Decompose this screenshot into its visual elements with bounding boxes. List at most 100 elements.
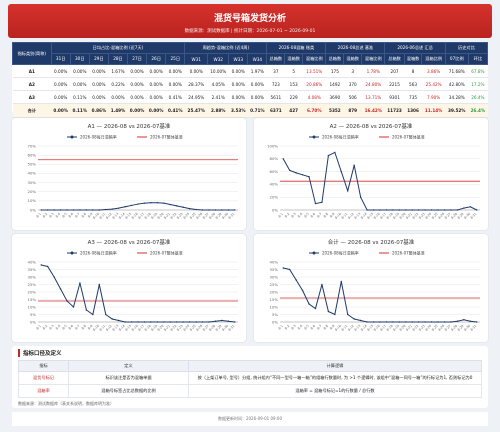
cell: 175 xyxy=(325,64,344,78)
chart-title: 合计 — 2026-08 vs 2026-07基准 xyxy=(328,238,415,246)
point xyxy=(405,209,407,211)
point xyxy=(79,209,81,211)
x-tick-label: 8-20 xyxy=(399,212,407,220)
x-tick-label: 8-27 xyxy=(202,324,210,332)
x-tick-label: 8-17 xyxy=(137,212,145,220)
point xyxy=(347,190,349,192)
column-header: 定义 xyxy=(68,360,189,372)
x-tick-label: 8-25 xyxy=(189,324,197,332)
column-header: W34 xyxy=(247,53,268,65)
cell: 71.68% xyxy=(445,64,469,78)
y-tick-label: 0% xyxy=(30,319,36,324)
corner-header: 指标类别(简称) xyxy=(12,42,52,65)
header-row: 指标 定义 计算逻辑 xyxy=(18,360,482,372)
point xyxy=(163,321,165,323)
row-label: A2 xyxy=(12,77,52,91)
cell: 0.00% xyxy=(146,103,166,118)
point xyxy=(227,209,230,211)
point xyxy=(463,319,465,321)
point xyxy=(195,208,197,211)
point xyxy=(227,320,230,322)
cell: 28.37% xyxy=(184,77,208,91)
point xyxy=(201,321,204,323)
point xyxy=(295,279,297,281)
y-tick-label: 50% xyxy=(28,162,37,167)
x-tick-label: 8-18 xyxy=(144,324,152,332)
point xyxy=(72,209,75,211)
cell: 0.00% xyxy=(127,77,147,91)
point xyxy=(98,283,100,286)
x-tick-label: 8-23 xyxy=(418,212,426,220)
table-row: A3 0.00% 0.11% 0.00% 0.00% 0.00% 0.00% 0.41% 24.… xyxy=(12,90,488,104)
x-tick-label: 8-20 xyxy=(157,324,165,332)
cell: 879 xyxy=(343,103,362,118)
point xyxy=(359,196,362,198)
x-tick-label: 8-15 xyxy=(124,212,132,220)
cell: 2.41% xyxy=(207,90,229,104)
point xyxy=(398,321,401,323)
x-tick-label: 8-30 xyxy=(463,212,471,220)
x-tick-label: 8-11 xyxy=(341,212,349,220)
x-tick-label: 8-10 xyxy=(334,212,342,220)
cell: 42.80% xyxy=(445,77,469,91)
y-tick-label: 100% xyxy=(267,143,278,148)
cell: 13.51% xyxy=(302,64,326,78)
x-tick-label: 8-29 xyxy=(457,212,465,220)
column-header: 混箱数 xyxy=(403,53,423,65)
point xyxy=(314,307,317,310)
cell: 0.00% xyxy=(146,64,166,78)
cell: 3.53% xyxy=(228,103,248,118)
x-tick-label: 8-14 xyxy=(118,212,126,220)
point xyxy=(308,303,310,305)
x-tick-label: 8-30 xyxy=(221,212,229,220)
cell: 11723 xyxy=(384,103,405,118)
cell: 1306 xyxy=(404,103,422,118)
point xyxy=(53,209,55,211)
chart-card: A2 — 2026-08 vs 2026-07基准 2026-08每日混箱率 202… xyxy=(254,118,488,230)
point xyxy=(288,169,291,172)
point xyxy=(411,321,413,323)
cell: 1.78% xyxy=(361,64,385,78)
legend-label: 2026-08每日混箱率 xyxy=(80,250,117,256)
cell: 153 xyxy=(284,77,303,91)
cell: 67.8% xyxy=(468,64,488,78)
cell: 7.90% xyxy=(421,90,446,104)
cell: 5611 xyxy=(266,90,285,104)
point xyxy=(46,265,49,268)
x-tick-label: 8-23 xyxy=(418,324,426,332)
cell: 0.00% xyxy=(127,64,147,78)
y-tick-label: 5% xyxy=(30,312,36,317)
x-tick-label: 8-3 xyxy=(290,212,297,219)
point xyxy=(424,321,426,323)
page-subtitle: 数据来源：测试数据库 | 统计日期：2026-07-01 ~ 2026-09-0… xyxy=(184,29,316,34)
x-tick-label: 8-22 xyxy=(169,324,177,332)
cell: 0.41% xyxy=(165,103,185,118)
cell: 0.00% xyxy=(247,77,267,91)
x-tick-label: 8-15 xyxy=(366,212,374,220)
point xyxy=(40,209,42,211)
point xyxy=(437,321,439,323)
x-tick-label: 8-5 xyxy=(303,324,310,331)
point xyxy=(105,208,107,211)
point xyxy=(92,209,94,211)
x-tick-label: 8-13 xyxy=(353,324,361,332)
cell: 13.71% xyxy=(361,90,385,104)
point xyxy=(301,174,304,176)
point xyxy=(301,289,304,292)
x-tick-label: 8-19 xyxy=(392,212,400,220)
point xyxy=(214,320,217,322)
x-tick-label: 8-4 xyxy=(297,324,304,331)
cell: 0.00% xyxy=(127,90,147,104)
x-tick-label: 8-8 xyxy=(81,212,88,219)
point xyxy=(282,158,284,160)
chart-title: A2 — 2026-08 vs 2026-07基准 xyxy=(330,122,413,130)
group-header: 历史对比 xyxy=(444,42,489,54)
x-tick-label: 8-3 xyxy=(48,212,55,219)
x-tick-label: 8-19 xyxy=(392,324,400,332)
point xyxy=(66,300,68,302)
cell: 5 xyxy=(284,64,303,78)
column-header: 26日 xyxy=(146,53,167,65)
point xyxy=(150,321,152,323)
legend-label: 2026-07整体基准 xyxy=(392,250,425,256)
x-tick-label: 8-31 xyxy=(228,324,236,332)
